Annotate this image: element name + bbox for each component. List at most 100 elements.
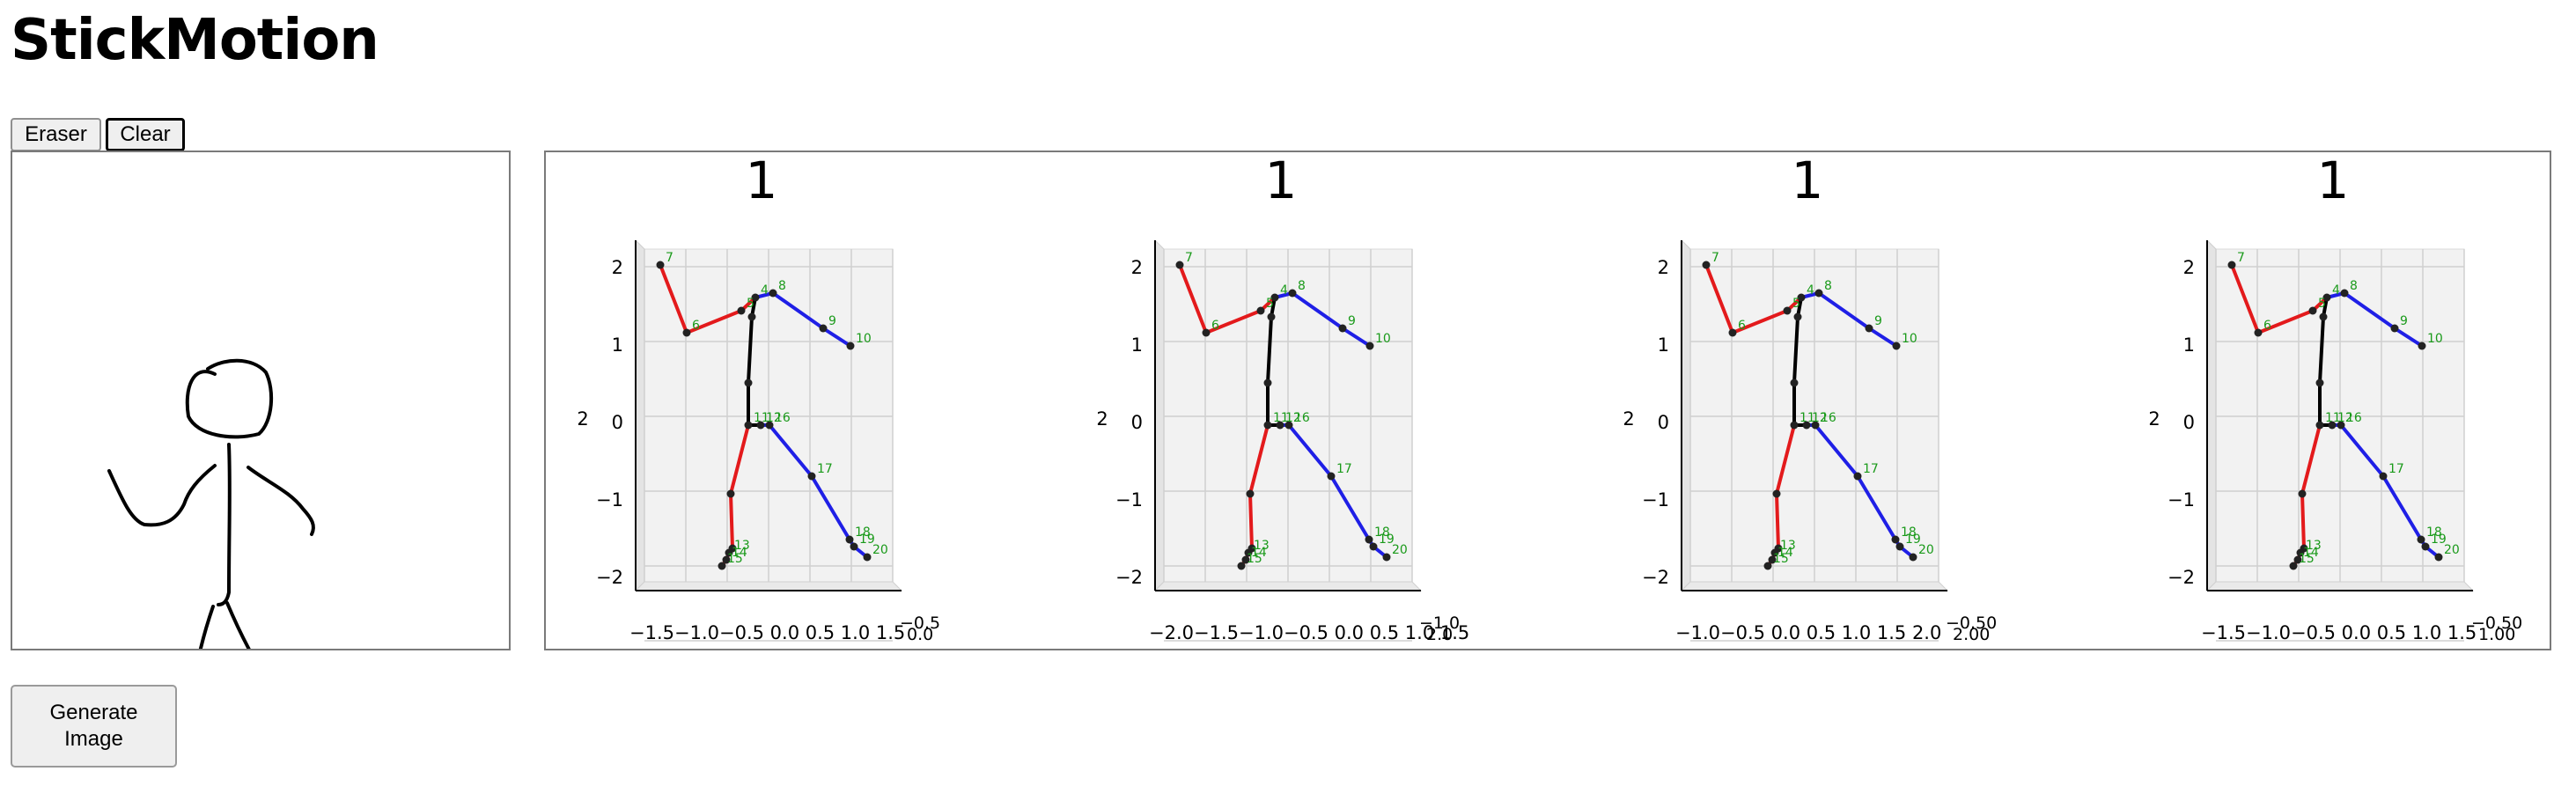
joint-label: 13: [2306, 539, 2322, 553]
right-limb-bone: [768, 423, 813, 478]
joint-label: 14: [1777, 546, 1793, 560]
y-tick-label: −1.0: [1419, 613, 1460, 633]
joint-point: [1382, 553, 1391, 562]
joint-point: [1327, 472, 1336, 481]
joint-label: 11: [1800, 411, 1815, 425]
joint-point: [1802, 421, 1811, 430]
joint-label: 11: [754, 411, 769, 425]
plot-side-pane: [635, 239, 645, 592]
joint-point: [1763, 562, 1772, 570]
joint-label: 13: [1254, 539, 1270, 553]
joint-point: [846, 342, 855, 350]
z-tick-label: 2: [1658, 257, 1669, 278]
joint-point: [751, 293, 760, 302]
plot-side-pane: [2206, 239, 2217, 592]
joint-label: 10: [856, 332, 872, 346]
joint-label: 13: [734, 539, 750, 553]
left-limb-bone: [1178, 263, 1208, 334]
joint-point: [726, 489, 735, 498]
left-limb-bone: [1248, 423, 1270, 496]
z-axis-label: 2: [1096, 408, 1108, 430]
joint-label: 8: [1824, 279, 1832, 293]
sketch-body: [217, 443, 232, 606]
generate-label-line2: Image: [64, 727, 123, 751]
joint-point: [2417, 535, 2425, 544]
left-limb-bone: [1775, 423, 1796, 496]
z-tick-label: 2: [1131, 257, 1143, 278]
joint-point: [744, 421, 753, 430]
right-limb-bone: [1291, 291, 1344, 330]
z-tick-label: −2: [1642, 567, 1669, 588]
joint-label: 5: [747, 297, 754, 311]
clear-button[interactable]: Clear: [106, 118, 185, 151]
joint-point: [1244, 548, 1253, 557]
joint-point: [2379, 472, 2388, 481]
y-tick-label: 2.00: [1953, 625, 1990, 644]
sketch-right-leg: [225, 601, 309, 735]
left-limb-bone: [2256, 309, 2315, 334]
joint-label: 14: [1251, 546, 1267, 560]
joint-point: [1365, 342, 1374, 350]
joint-point: [656, 261, 665, 269]
pose-output-panel: 1 2 1 0 −1 −2 2 −1.5−1.0−0.5 0.0 0.5 1.0 1.5 −0.…: [544, 151, 2551, 650]
joint-label: 16: [1294, 411, 1310, 425]
joint-point: [1768, 555, 1777, 564]
right-limb-bone: [771, 291, 825, 330]
joint-point: [1770, 548, 1779, 557]
spine-bone: [1266, 315, 1273, 385]
sketch-left-leg: [185, 605, 215, 739]
joint-label: 17: [817, 462, 833, 476]
joint-point: [1237, 562, 1246, 570]
joint-label: 7: [1711, 251, 1719, 265]
generate-label-line1: Generate: [49, 701, 138, 724]
left-limb-bone: [2230, 263, 2260, 334]
joint-point: [1909, 553, 1917, 562]
sketch-canvas[interactable]: [11, 151, 511, 739]
joint-label: 18: [1901, 525, 1917, 540]
joint-label: 4: [2332, 283, 2340, 298]
right-limb-bone: [2339, 423, 2385, 478]
right-limb-bone: [1814, 423, 1859, 478]
joint-point: [682, 328, 691, 337]
joint-point: [1202, 328, 1211, 337]
right-limb-bone: [2343, 291, 2396, 330]
plot-floor-pane: [1153, 581, 1423, 591]
z-tick-label: −1: [596, 489, 623, 511]
right-limb-bone: [2381, 474, 2423, 541]
right-limb-bone: [1341, 327, 1372, 348]
joint-label: 15: [2299, 552, 2315, 566]
joint-point: [2319, 312, 2328, 321]
y-tick-label: −0.50: [2471, 613, 2522, 633]
right-limb-bone: [821, 327, 852, 348]
joint-point: [2315, 421, 2324, 430]
joint-point: [1267, 312, 1276, 321]
joint-point: [1263, 421, 1272, 430]
joint-point: [1790, 378, 1799, 387]
z-tick-label: 0: [1131, 412, 1143, 433]
joint-point: [1365, 535, 1373, 544]
right-limb-bone: [810, 474, 851, 541]
joint-point: [1783, 306, 1792, 315]
generate-image-button[interactable]: Generate Image: [11, 685, 177, 768]
joint-point: [2298, 489, 2307, 498]
joint-label: 7: [1185, 251, 1193, 265]
spine-bone: [747, 315, 754, 385]
joint-point: [1175, 261, 1184, 269]
joint-label: 9: [1348, 314, 1356, 328]
left-limb-bone: [659, 263, 688, 334]
plot-title: 1: [1265, 152, 1298, 210]
joint-label: 10: [2427, 332, 2443, 346]
joint-point: [718, 562, 726, 570]
joint-point: [2293, 555, 2302, 564]
joint-point: [2315, 378, 2324, 387]
joint-point: [2254, 328, 2263, 337]
spine-bone: [2318, 315, 2325, 385]
joint-label: 6: [1738, 319, 1746, 333]
right-limb-bone: [1329, 474, 1371, 541]
joint-label: 13: [1780, 539, 1796, 553]
eraser-button[interactable]: Eraser: [11, 118, 101, 151]
joint-label: 14: [2303, 546, 2319, 560]
joint-point: [1790, 421, 1799, 430]
